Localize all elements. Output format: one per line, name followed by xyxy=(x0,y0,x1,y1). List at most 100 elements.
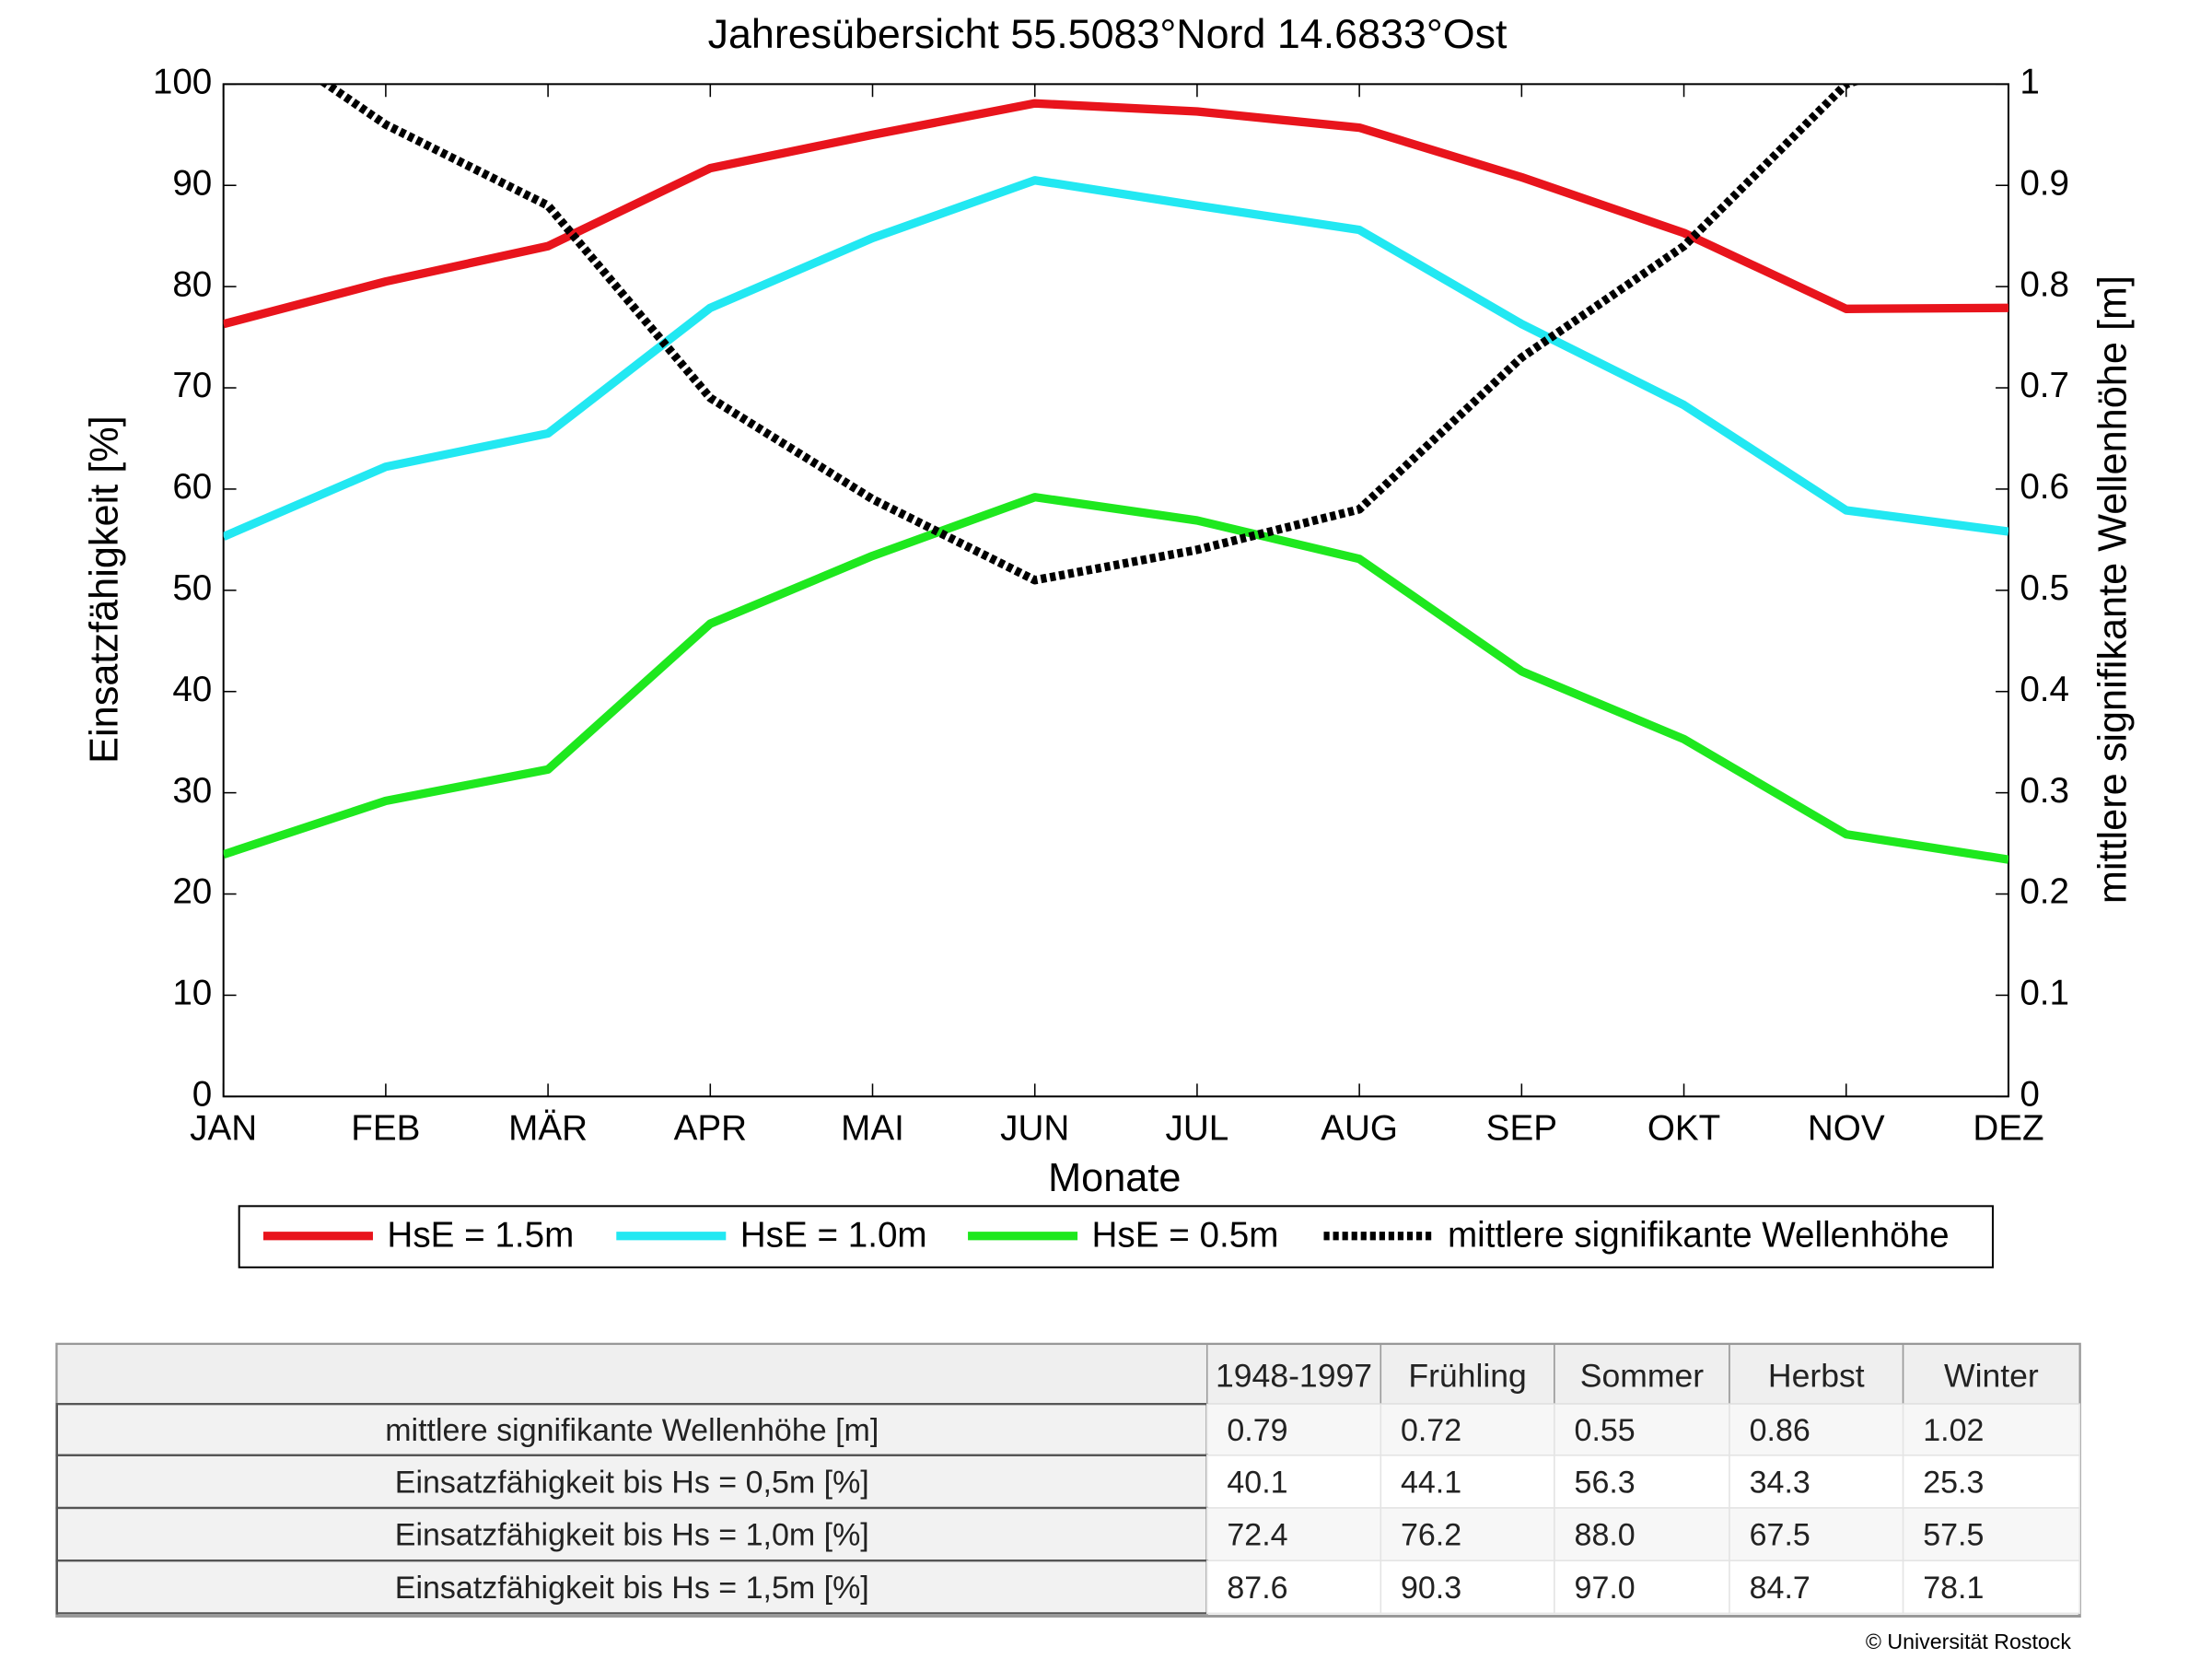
table-cell xyxy=(1554,1560,1730,1615)
table-cell xyxy=(1729,1560,1904,1615)
y2-tick-label: 0.7 xyxy=(2020,366,2069,405)
y2-tick-label: 0.4 xyxy=(2020,670,2069,709)
column-header: Winter xyxy=(1944,1358,2039,1395)
x-tick-label: NOV xyxy=(1808,1109,1885,1149)
y-tick-label: 50 xyxy=(172,568,212,608)
table-cell xyxy=(1554,1403,1730,1456)
x-tick-label: AUG xyxy=(1321,1109,1398,1149)
y2-tick-label: 0 xyxy=(2020,1075,2039,1115)
chart-title: Jahresübersicht 55.5083°Nord 14.6833°Ost xyxy=(708,11,1508,57)
table-value: 56.3 xyxy=(1575,1466,1636,1501)
table-value: 0.79 xyxy=(1227,1413,1287,1448)
legend-label: HsE = 1.0m xyxy=(740,1216,927,1256)
x-tick-label: MÄR xyxy=(508,1109,588,1149)
y2-tick-label: 0.6 xyxy=(2020,467,2069,507)
table-cell xyxy=(1729,1403,1904,1456)
row-header: Einsatzfähigkeit bis Hs = 0,5m [%] xyxy=(395,1466,869,1501)
x-tick-label: FEB xyxy=(351,1109,420,1149)
y-axis-label: Einsatzfähigkeit [%] xyxy=(82,415,126,764)
row-header: Einsatzfähigkeit bis Hs = 1,5m [%] xyxy=(395,1571,869,1606)
y2-tick-label: 0.5 xyxy=(2020,568,2069,608)
data-line xyxy=(223,99,2008,329)
data-line xyxy=(223,493,2008,864)
table-value: 72.4 xyxy=(1227,1518,1287,1553)
x-tick-label: SEP xyxy=(1486,1109,1557,1149)
y-tick-label: 30 xyxy=(172,771,212,811)
x-tick-label: OKT xyxy=(1647,1109,1720,1149)
table-value: 84.7 xyxy=(1750,1571,1810,1606)
table-cell xyxy=(1380,1560,1555,1615)
table-cell xyxy=(1205,1560,1382,1615)
table-value: 78.1 xyxy=(1923,1571,1984,1606)
x-tick-label: JUN xyxy=(1000,1109,1069,1149)
table-cell xyxy=(1380,1507,1555,1561)
y2-tick-label: 0.8 xyxy=(2020,264,2069,304)
y-tick-label: 40 xyxy=(172,670,212,709)
row-header-cell xyxy=(55,1560,1208,1615)
y2-axis-label: mittlere signifikante Wellenhöhe [m] xyxy=(2090,275,2135,904)
table-value: 0.86 xyxy=(1750,1413,1810,1448)
table-value: 0.72 xyxy=(1401,1413,1461,1448)
column-header: Sommer xyxy=(1580,1358,1704,1395)
table-cell xyxy=(1729,1507,1904,1561)
column-header: Herbst xyxy=(1768,1358,1865,1395)
table-cell xyxy=(1380,1455,1555,1509)
table-value: 34.3 xyxy=(1750,1466,1810,1501)
y-tick-label: 0 xyxy=(192,1075,212,1115)
data-line xyxy=(319,84,1861,585)
legend-label: HsE = 0.5m xyxy=(1092,1216,1279,1256)
table-cell xyxy=(1205,1403,1382,1456)
x-tick-label: MAI xyxy=(841,1109,904,1149)
header-cell xyxy=(1554,1343,1730,1405)
y2-tick-label: 0.9 xyxy=(2020,163,2069,203)
legend-label: HsE = 1.5m xyxy=(387,1216,574,1256)
row-header: mittlere signifikante Wellenhöhe [m] xyxy=(385,1413,879,1448)
x-tick-label: DEZ xyxy=(1973,1109,2043,1149)
y2-tick-label: 0.2 xyxy=(2020,872,2069,912)
header-cell xyxy=(1729,1343,1904,1405)
table-cell xyxy=(1729,1455,1904,1509)
y-tick-label: 10 xyxy=(172,974,212,1013)
table-value: 40.1 xyxy=(1227,1466,1287,1501)
y2-tick-label: 1 xyxy=(2020,63,2039,102)
row-header: Einsatzfähigkeit bis Hs = 1,0m [%] xyxy=(395,1518,869,1553)
column-header: 1948-1997 xyxy=(1216,1358,1372,1395)
header-cell xyxy=(1902,1343,2081,1405)
legend-box xyxy=(238,1205,1994,1268)
table-cell xyxy=(1205,1507,1382,1561)
table-cell xyxy=(1205,1455,1382,1509)
y-tick-label: 60 xyxy=(172,467,212,507)
table-value: 25.3 xyxy=(1923,1466,1984,1501)
table-value: 67.5 xyxy=(1750,1518,1810,1553)
row-header-cell xyxy=(55,1454,1208,1510)
y2-tick-label: 0.1 xyxy=(2020,974,2069,1013)
y2-tick-label: 0.3 xyxy=(2020,771,2069,811)
table-value: 76.2 xyxy=(1401,1518,1461,1553)
table-value: 44.1 xyxy=(1401,1466,1461,1501)
column-header: Frühling xyxy=(1408,1358,1526,1395)
y-tick-label: 20 xyxy=(172,872,212,912)
legend-label: mittlere signifikante Wellenhöhe xyxy=(1448,1216,1950,1256)
y-tick-label: 70 xyxy=(172,366,212,405)
table-value: 88.0 xyxy=(1575,1518,1636,1553)
y-tick-label: 100 xyxy=(153,63,212,102)
y-tick-label: 80 xyxy=(172,264,212,304)
table-cell xyxy=(1902,1455,2081,1509)
x-axis-label: Monate xyxy=(1048,1156,1181,1200)
plot-area xyxy=(222,83,2009,1098)
table-value: 87.6 xyxy=(1227,1571,1287,1606)
table-value: 57.5 xyxy=(1923,1518,1984,1553)
table-value: 1.02 xyxy=(1923,1413,1984,1448)
y-tick-label: 90 xyxy=(172,163,212,203)
x-tick-label: JAN xyxy=(190,1109,257,1149)
table-value: 90.3 xyxy=(1401,1571,1461,1606)
table-value: 97.0 xyxy=(1575,1571,1636,1606)
data-line xyxy=(223,176,2008,541)
x-tick-label: JUL xyxy=(1166,1109,1229,1149)
table-cell xyxy=(1902,1560,2081,1615)
table-cell xyxy=(1902,1403,2081,1456)
x-tick-label: APR xyxy=(674,1109,747,1149)
table-value: 0.55 xyxy=(1575,1413,1636,1448)
